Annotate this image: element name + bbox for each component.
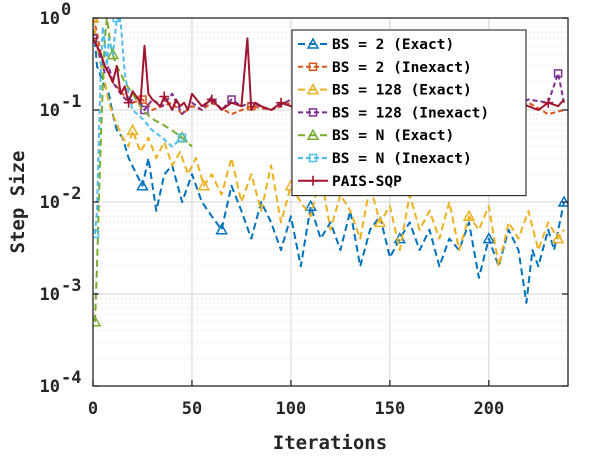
y-axis-label: Step Size <box>7 151 29 254</box>
series-point <box>215 223 228 235</box>
legend-label: BS = N (Inexact) <box>332 151 472 167</box>
y-tick-exponent: -3 <box>61 276 81 296</box>
y-tick-label: 10 <box>40 9 60 29</box>
legend: BS = 2 (Exact) BS = 2 (Inexact) BS = 128 (… <box>291 29 527 197</box>
x-tick-label: 150 <box>375 399 406 419</box>
series-point <box>462 209 476 222</box>
y-tick-exponent: -2 <box>61 184 81 204</box>
series-point <box>93 33 98 44</box>
x-axis-label: Iterations <box>273 432 387 454</box>
legend-marker <box>308 153 318 163</box>
legend-label: BS = 2 (Inexact) <box>332 60 472 76</box>
series-point <box>276 97 287 108</box>
y-tick-exponent: 0 <box>61 0 71 20</box>
series-point <box>112 18 121 23</box>
series-point <box>206 94 217 105</box>
y-tick-label: 10 <box>40 193 60 213</box>
legend-label: BS = 128 (Exact) <box>332 83 472 99</box>
legend-marker <box>306 83 320 95</box>
x-tick-label: 0 <box>88 399 98 419</box>
series-point <box>482 232 496 244</box>
legend-label: BS = N (Exact) <box>332 128 454 144</box>
series-point <box>106 48 120 60</box>
legend-marker <box>306 37 320 49</box>
series-point <box>543 97 554 108</box>
x-tick-label: 100 <box>276 399 307 419</box>
series-point <box>126 123 139 136</box>
series-line <box>94 18 193 322</box>
y-tick-label: 10 <box>40 285 60 305</box>
legend-label: BS = 2 (Exact) <box>332 37 454 53</box>
legend-marker <box>308 62 318 72</box>
series-point <box>93 229 100 239</box>
legend-marker <box>308 175 318 186</box>
series-point <box>551 232 565 244</box>
series-point <box>140 105 149 115</box>
legend-marker <box>308 108 318 117</box>
series-point <box>373 215 387 228</box>
ticks: 10-410-310-210-110 00 50 100 150 200 <box>40 0 568 419</box>
series-point <box>123 97 134 108</box>
series-line <box>93 18 565 304</box>
series-point <box>177 133 187 142</box>
legend-label: BS = 128 (Inexact) <box>332 105 489 121</box>
x-tick-label: 200 <box>473 399 504 419</box>
series-point <box>136 179 149 191</box>
series-point <box>159 91 170 102</box>
series-6 <box>93 18 187 239</box>
series-point <box>197 179 211 191</box>
legend-box <box>291 29 527 197</box>
y-tick-label: 10 <box>40 101 60 121</box>
series-line <box>94 18 183 234</box>
series-point <box>553 69 563 78</box>
legend-label: PAIS-SQP <box>332 174 402 190</box>
x-tick-label: 50 <box>182 399 202 419</box>
series-point <box>93 315 102 327</box>
y-tick-label: 10 <box>40 377 60 397</box>
y-tick-exponent: -4 <box>61 368 81 388</box>
y-tick-exponent: -1 <box>61 92 81 112</box>
series-3 <box>93 18 565 268</box>
legend-marker <box>306 128 320 140</box>
